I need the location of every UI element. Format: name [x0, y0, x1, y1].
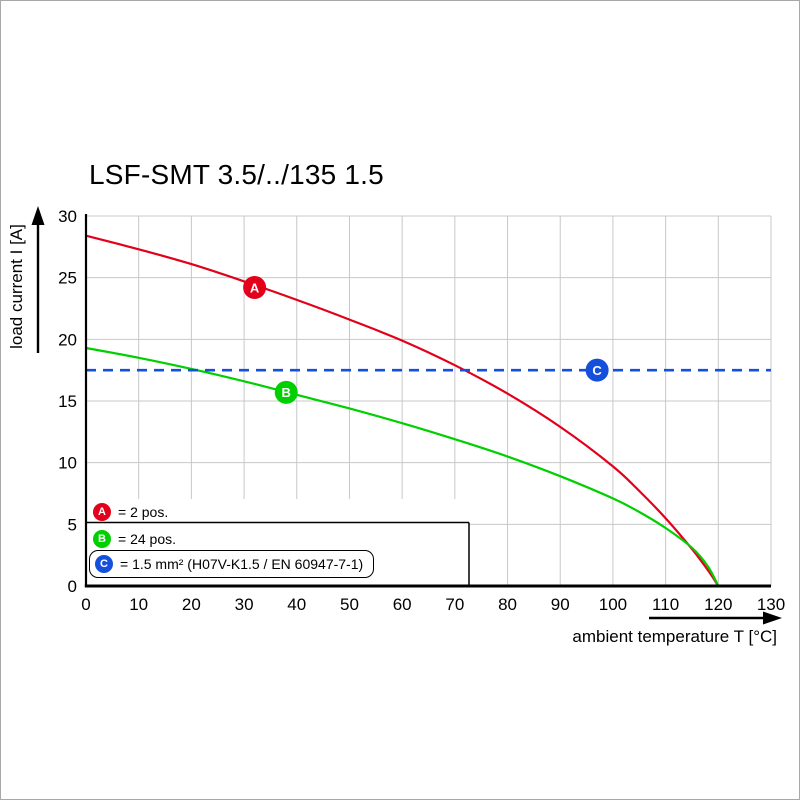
- x-tick-label: 60: [393, 595, 412, 614]
- y-tick-label: 25: [58, 269, 77, 288]
- curve-marker-B-letter: B: [282, 385, 291, 400]
- axes: [31, 206, 782, 625]
- x-tick-label: 100: [599, 595, 627, 614]
- y-tick-label: 0: [68, 577, 77, 596]
- x-tick-label: 80: [498, 595, 517, 614]
- x-tick-label: 130: [757, 595, 785, 614]
- y-axis-label: load current I [A]: [7, 224, 26, 349]
- curve-marker-B-icon: [274, 380, 298, 404]
- x-tick-label: 70: [445, 595, 464, 614]
- y-axis-arrow-icon: [31, 206, 45, 225]
- legend-label-a: = 2 pos.: [118, 504, 169, 520]
- legend-item-b: B = 24 pos.: [93, 530, 176, 548]
- chart-title: LSF-SMT 3.5/../135 1.5: [89, 159, 384, 190]
- legend-box: [86, 499, 470, 586]
- y-tick-label: 30: [58, 207, 77, 226]
- x-tick-label: 10: [129, 595, 148, 614]
- x-tick-label: 90: [551, 595, 570, 614]
- curve-marker-C-letter: C: [592, 363, 602, 378]
- x-tick-label: 30: [235, 595, 254, 614]
- legend-item-c: C = 1.5 mm² (H07V-K1.5 / EN 60947-7-1): [89, 550, 375, 578]
- curve-marker-A-letter: A: [250, 280, 260, 295]
- curves: [85, 234, 771, 587]
- x-tick-label: 50: [340, 595, 359, 614]
- legend-label-b: = 24 pos.: [118, 531, 176, 547]
- curve-marker-A-icon: [243, 276, 267, 300]
- x-axis-arrow-icon: [763, 611, 782, 625]
- markers: A B C: [243, 276, 609, 404]
- curve-B: [85, 346, 720, 587]
- legend-marker-a-icon: A: [93, 503, 111, 521]
- legend-item-a: A = 2 pos.: [93, 503, 168, 521]
- x-tick-label: 0: [81, 595, 90, 614]
- x-tick-label: 110: [652, 595, 679, 614]
- curve-A: [85, 234, 720, 587]
- legend-label-c: = 1.5 mm² (H07V-K1.5 / EN 60947-7-1): [120, 556, 364, 572]
- x-tick-label: 120: [704, 595, 732, 614]
- x-tick-label: 20: [182, 595, 201, 614]
- x-tick-label: 40: [287, 595, 306, 614]
- legend-marker-b-icon: B: [93, 530, 111, 548]
- y-tick-label: 20: [58, 330, 77, 349]
- y-tick-label: 15: [58, 392, 77, 411]
- legend-marker-c-icon: C: [95, 555, 113, 573]
- y-tick-label: 10: [58, 454, 77, 473]
- tick-labels: 0 10 20 30 40 50 60 70 80 90 100 110 120 130 0 5 10 15 20 2…: [58, 207, 785, 614]
- curve-marker-C-icon: [585, 358, 609, 382]
- x-axis-label: ambient temperature T [°C]: [572, 627, 777, 646]
- y-tick-label: 5: [68, 515, 77, 534]
